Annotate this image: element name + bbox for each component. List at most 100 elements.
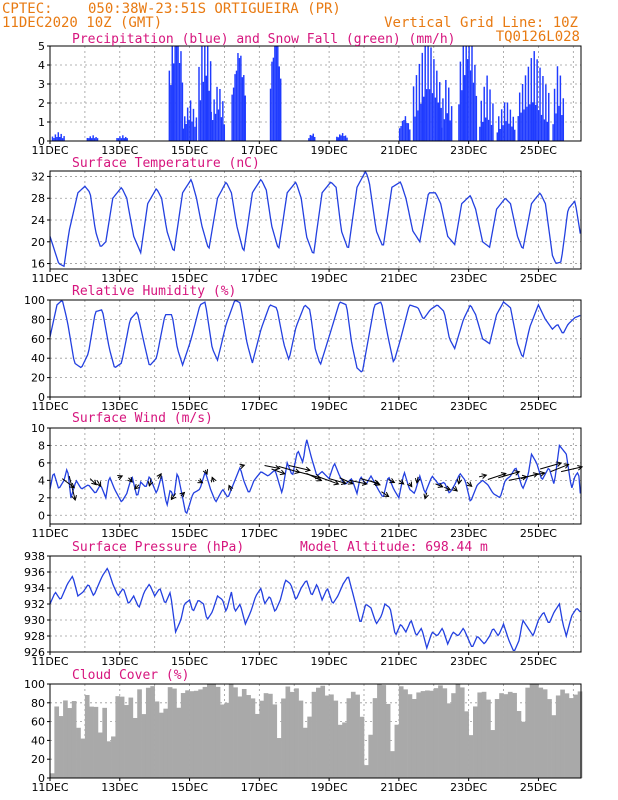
cloud-bar: [132, 717, 138, 778]
cloud-bar: [298, 700, 304, 778]
precip-bar: [182, 128, 185, 141]
cloud-bar: [241, 688, 247, 778]
precip-bar: [559, 75, 562, 141]
wind-arrow-head: [539, 471, 546, 477]
rh-series-line: [49, 299, 581, 373]
humidity-title: Relative Humidity (%): [72, 284, 236, 299]
precip-bar: [210, 111, 212, 141]
precip-bar: [274, 46, 276, 141]
precip-bar: [527, 66, 530, 141]
x-tick-label: 21DEC: [380, 655, 417, 668]
precip-bar: [243, 75, 245, 141]
wind-arrow-head: [456, 478, 463, 485]
x-tick-label: 13DEC: [101, 400, 138, 413]
wind-arrow-head: [423, 493, 429, 500]
cloud-bar: [577, 691, 583, 778]
x-tick-label: 17DEC: [241, 655, 278, 668]
precip-bar: [337, 137, 339, 141]
x-tick-label: 15DEC: [171, 655, 208, 668]
pres-plot-frame: [49, 555, 582, 653]
cloud-bar: [394, 724, 400, 778]
precip-bar: [269, 88, 272, 141]
cloud-bar: [481, 691, 487, 778]
precip-bar: [521, 83, 524, 141]
wind-arrow-head: [437, 482, 444, 488]
precip-bar: [440, 127, 443, 141]
precip-bar: [423, 96, 425, 141]
precip-bar: [96, 138, 99, 141]
precip-bar: [400, 126, 402, 141]
precip-bar: [194, 126, 196, 141]
cloud-bar: [534, 684, 539, 778]
cloud-bar: [411, 698, 417, 778]
precip-bar: [487, 119, 490, 141]
y-tick-label: 0: [38, 772, 45, 785]
x-tick-label: 17DEC: [241, 527, 278, 540]
cloud-bar: [464, 711, 469, 778]
cloud-bar: [486, 699, 491, 778]
cloud-bar: [311, 691, 317, 778]
y-tick-label: 0: [38, 509, 45, 522]
precip-bar: [404, 116, 407, 141]
cloud-bar: [163, 708, 169, 778]
precip-bar: [123, 138, 126, 141]
precip-bar: [412, 86, 415, 141]
cloud-bar: [451, 693, 456, 778]
precip-bar: [217, 109, 220, 141]
cloud-bar: [337, 724, 343, 778]
wind-arrow-head: [202, 469, 209, 476]
cloud-bar: [268, 693, 273, 778]
precip-bar: [344, 135, 347, 141]
wind-arrow-head: [96, 481, 102, 488]
x-tick-label: 19DEC: [311, 272, 348, 285]
y-tick-label: 28: [31, 192, 45, 205]
cloud-bar: [342, 722, 347, 778]
precip-bar: [309, 134, 312, 141]
precip-bar: [440, 107, 442, 141]
temp-series-line: [49, 170, 581, 268]
precip-bar: [532, 102, 534, 141]
cloud-bar: [512, 692, 517, 778]
precip-bar: [450, 106, 453, 141]
wind-arrow: [487, 473, 507, 480]
x-tick-label: 19DEC: [311, 781, 348, 794]
precip-bar: [63, 136, 65, 141]
x-tick-label: 13DEC: [101, 144, 138, 157]
x-tick-label: 21DEC: [380, 272, 417, 285]
cloud-bar: [499, 693, 504, 778]
wind-arrow: [318, 476, 339, 485]
wind-arrow-head: [556, 461, 563, 467]
precip-bar: [420, 103, 422, 141]
y-tick-label: 100: [24, 294, 45, 307]
wind-arrow: [96, 480, 102, 487]
cloud-bar: [289, 691, 295, 778]
cloud-bar: [433, 688, 439, 778]
precip-bar: [60, 133, 62, 141]
y-tick-label: 20: [31, 372, 45, 385]
precip-bar: [500, 109, 503, 141]
cloud-bar: [350, 691, 356, 778]
precip-bar: [312, 133, 314, 141]
wind-arrow-head: [577, 464, 584, 471]
precip-bar: [458, 104, 460, 141]
wind-arrow-head: [532, 472, 539, 478]
cloud-bar: [420, 691, 426, 778]
precip-bar: [503, 102, 506, 141]
cloud-bar: [560, 689, 565, 778]
precip-bar: [220, 117, 223, 141]
x-tick-label: 25DEC: [520, 781, 557, 794]
wind-arrow-head: [156, 472, 162, 479]
y-tick-label: 8: [38, 439, 45, 452]
wind-arrow-head: [514, 470, 521, 476]
precip-bar: [275, 46, 278, 141]
x-tick-label: 21DEC: [380, 144, 417, 157]
wind-arrow-head: [466, 481, 473, 487]
precip-bar: [234, 74, 236, 141]
wind-arrow-head: [383, 491, 390, 498]
precip-bar: [484, 117, 487, 141]
precip-bar: [496, 132, 499, 141]
precip-bar: [424, 46, 426, 141]
precipitation-panel: 0 1 2 3 4 5 11DEC 13DEC 15DEC 17DEC 19DEC 21DEC 23DE…: [31, 32, 582, 157]
wind-plot-frame: [49, 427, 582, 525]
